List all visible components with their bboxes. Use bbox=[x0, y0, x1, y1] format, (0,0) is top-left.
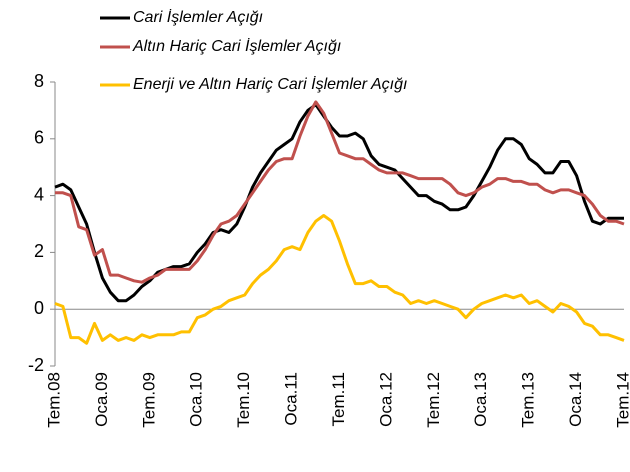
y-tick-label: 0 bbox=[34, 298, 44, 318]
x-tick-label: Tem.14 bbox=[613, 372, 630, 428]
x-tick-label: Oca.10 bbox=[187, 372, 206, 427]
series-line bbox=[54, 214, 625, 345]
x-tick-label: Tem.10 bbox=[234, 372, 253, 428]
legend-label: Enerji ve Altın Hariç Cari İşlemler Açığ… bbox=[133, 74, 407, 93]
y-tick-label: 4 bbox=[34, 184, 44, 204]
series-line bbox=[54, 103, 624, 303]
y-tick-label: 8 bbox=[34, 71, 44, 91]
x-tick-label: Tem.09 bbox=[139, 372, 158, 428]
y-tick-label: -2 bbox=[28, 355, 44, 375]
series-line bbox=[55, 100, 625, 284]
x-tick-label: Oca.12 bbox=[376, 372, 395, 427]
x-tick-label: Oca.14 bbox=[566, 372, 585, 427]
y-tick-label: 6 bbox=[34, 128, 44, 148]
legend-label: Altın Hariç Cari İşlemler Açığı bbox=[132, 36, 341, 55]
x-tick-label: Tem.13 bbox=[519, 372, 538, 428]
x-tick-label: Tem.12 bbox=[424, 372, 443, 428]
legend-label: Cari İşlemler Açığı bbox=[133, 7, 263, 26]
x-tick-label: Oca.09 bbox=[92, 372, 111, 427]
y-tick-label: 2 bbox=[34, 241, 44, 261]
x-tick-label: Tem.08 bbox=[44, 372, 63, 428]
x-tick-label: Tem.11 bbox=[329, 372, 348, 427]
x-tick-label: Oca.13 bbox=[471, 372, 490, 427]
x-tick-label: Oca.11 bbox=[282, 372, 301, 426]
